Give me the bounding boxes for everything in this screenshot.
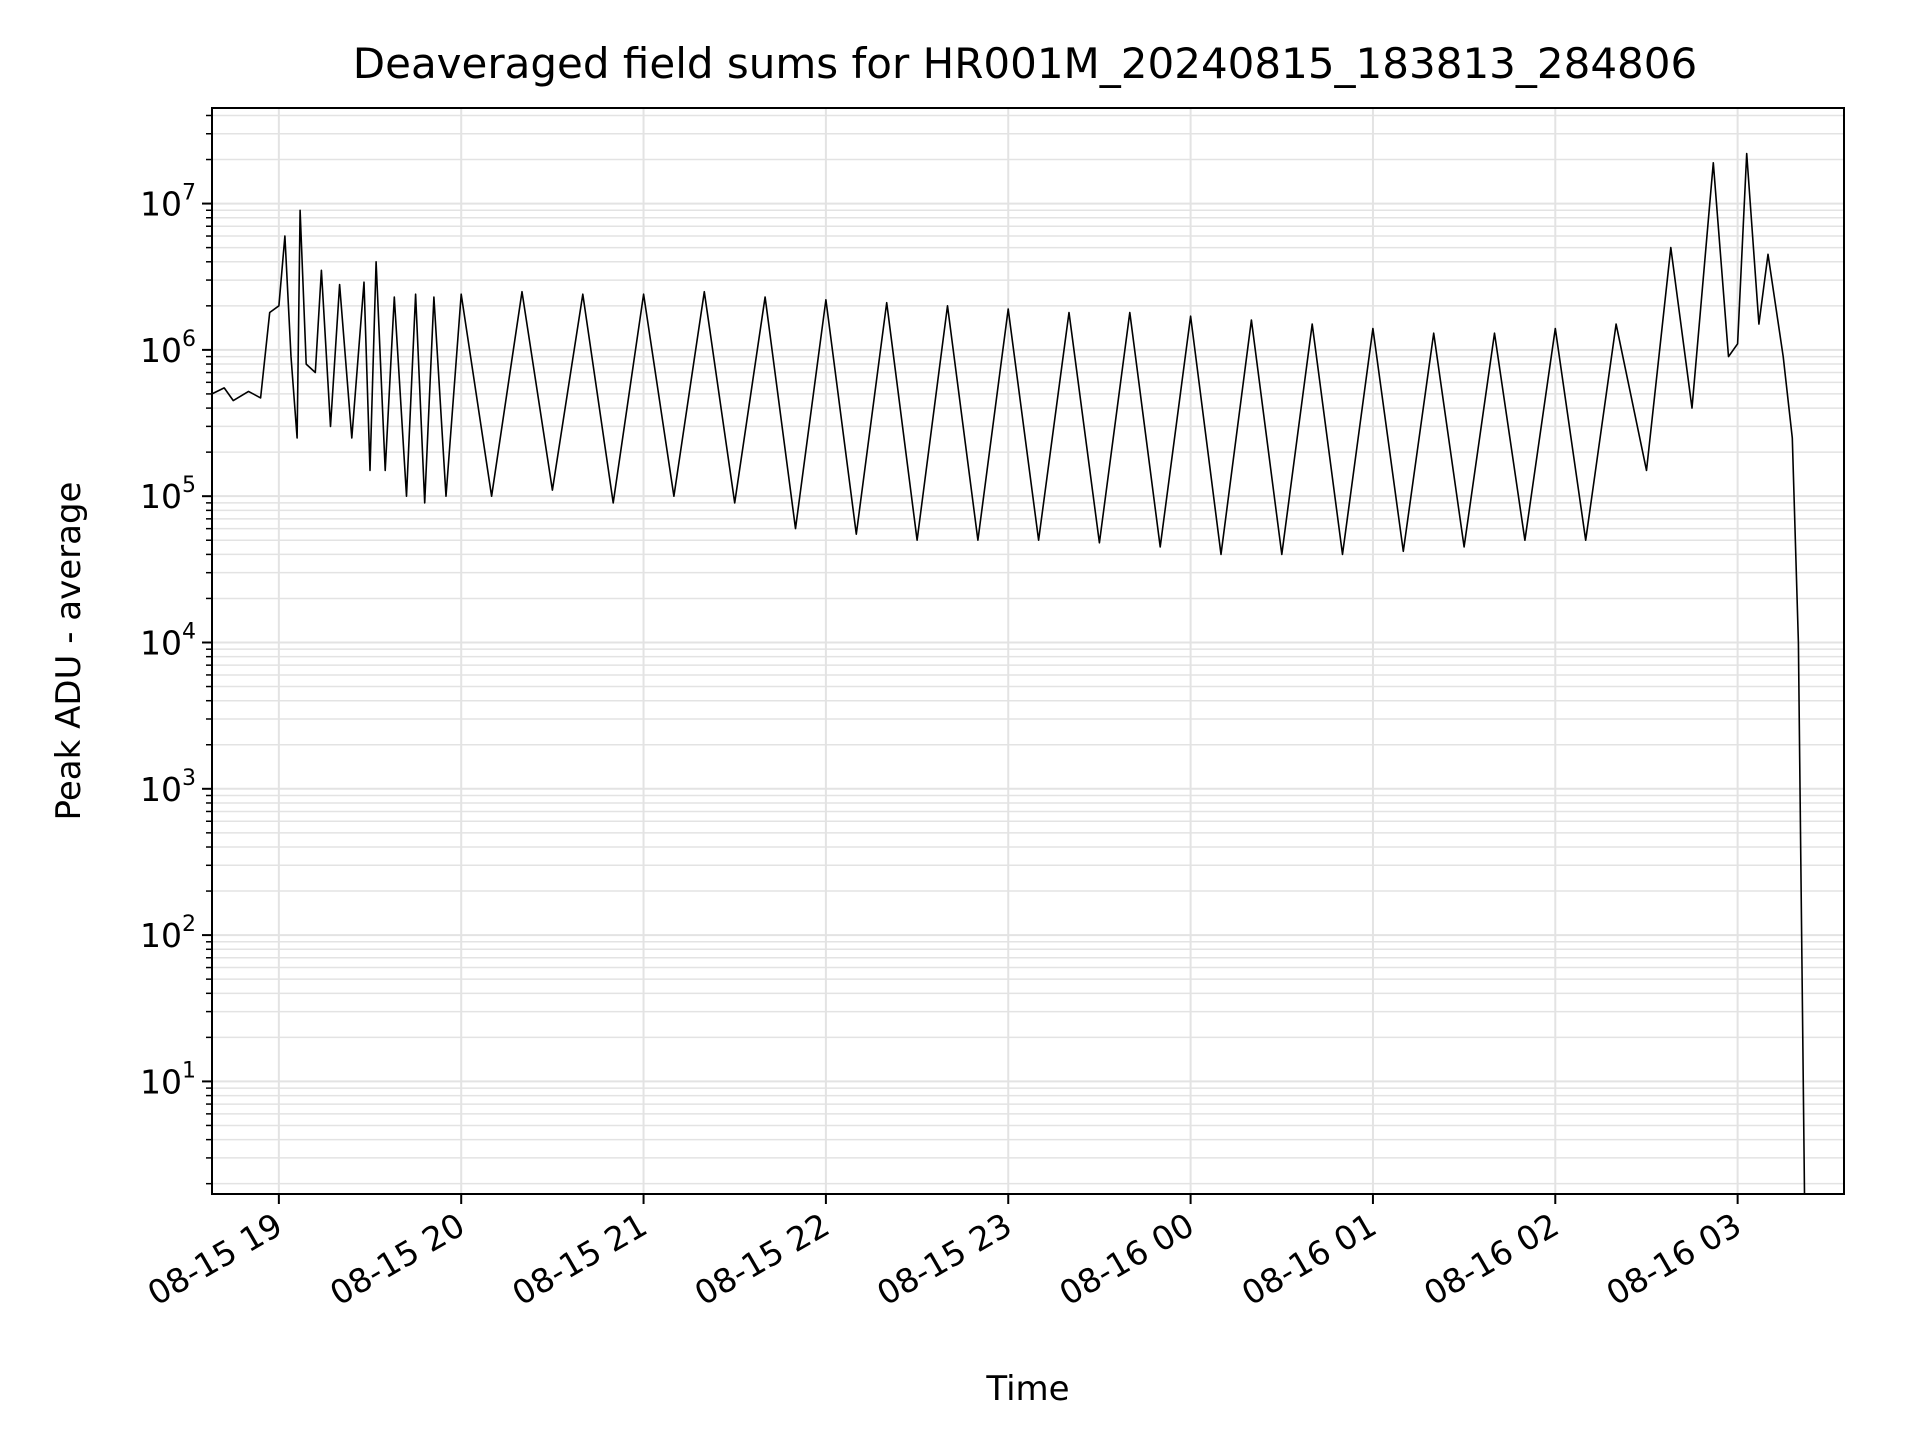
x-tick-label: 08-16 00 [1053, 1205, 1201, 1313]
y-tick-label: 105 [140, 473, 196, 516]
x-axis: 08-15 19 08-15 20 08-15 21 08-15 22 08-15 23… [141, 1194, 1748, 1313]
series-line [211, 152, 1806, 1195]
y-tick-label: 107 [140, 181, 196, 224]
x-tick-label: 08-16 03 [1600, 1205, 1748, 1313]
y-tick-label: 106 [140, 327, 196, 370]
x-tick-label: 08-15 23 [870, 1205, 1018, 1313]
y-axis-label: Peak ADU - average [49, 482, 89, 821]
y-axis: 101 102 103 104 105 106 107 [140, 114, 212, 1185]
chart-title: Deaveraged field sums for HR001M_2024081… [353, 39, 1697, 88]
x-tick-label: 08-15 20 [323, 1205, 471, 1313]
x-tick-label: 08-15 21 [506, 1205, 654, 1313]
x-tick-label: 08-15 19 [141, 1205, 289, 1313]
y-tick-label: 103 [140, 766, 196, 809]
y-tick-label: 101 [140, 1058, 196, 1101]
plot-frame [211, 107, 1845, 1195]
x-tick-label: 08-15 22 [688, 1205, 836, 1313]
grid [212, 108, 1844, 1194]
x-axis-label: Time [985, 1369, 1069, 1409]
y-tick-label: 104 [140, 619, 196, 662]
y-tick-label: 102 [140, 912, 196, 955]
x-tick-label: 08-16 02 [1417, 1205, 1565, 1313]
x-tick-label: 08-16 01 [1235, 1205, 1383, 1313]
